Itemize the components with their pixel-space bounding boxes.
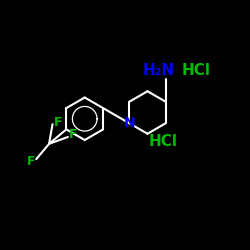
Text: HCl: HCl <box>182 63 210 78</box>
Text: H₂N: H₂N <box>142 63 174 78</box>
Text: F: F <box>26 155 35 168</box>
Text: F: F <box>69 128 78 141</box>
Text: F: F <box>54 116 62 129</box>
Text: N: N <box>123 116 135 130</box>
Text: HCl: HCl <box>148 134 177 149</box>
